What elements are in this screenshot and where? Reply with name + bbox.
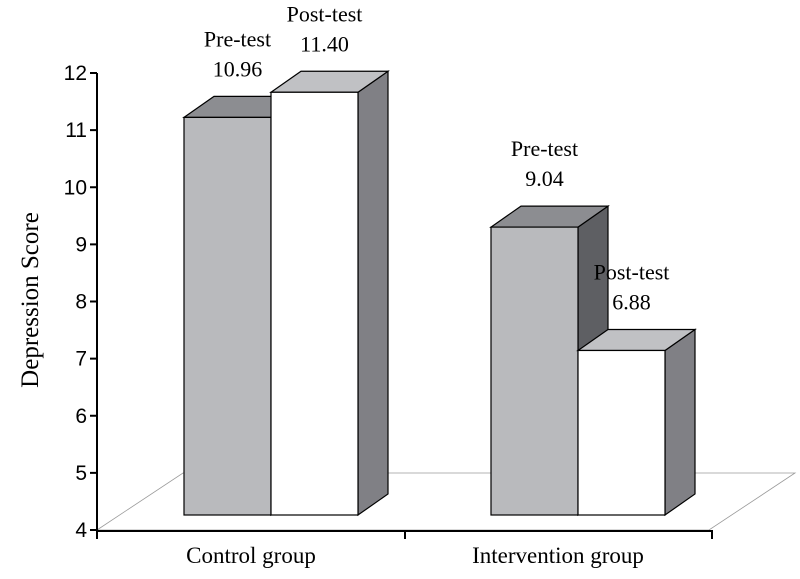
bar-post-test bbox=[269, 70, 390, 517]
bar-front bbox=[577, 349, 666, 516]
data-label-value: 11.40 bbox=[300, 31, 349, 56]
labels: Control group Intervention group Pre-test 1… bbox=[186, 1, 669, 568]
y-tick-label: 9 bbox=[75, 233, 87, 256]
data-label-series: Post-test bbox=[594, 259, 670, 284]
y-tick-label: 4 bbox=[75, 519, 87, 542]
bar-front bbox=[490, 226, 579, 516]
data-label-value: 9.04 bbox=[525, 166, 564, 191]
y-tick-label: 11 bbox=[65, 119, 87, 142]
y-axis: 4 5 6 7 8 9 10 11 12 bbox=[64, 62, 713, 542]
data-label-series: Pre-test bbox=[511, 136, 578, 161]
y-tick-label: 6 bbox=[75, 405, 87, 428]
y-axis-title: Depression Score bbox=[17, 212, 44, 388]
y-tick-label: 7 bbox=[75, 348, 87, 371]
y-tick-label: 10 bbox=[64, 176, 87, 199]
data-label-series: Pre-test bbox=[204, 26, 271, 51]
y-tick-label: 12 bbox=[64, 62, 87, 85]
data-label-series: Post-test bbox=[287, 1, 363, 26]
y-tick-label: 8 bbox=[75, 291, 87, 314]
bar-front bbox=[183, 116, 272, 516]
category-label: Control group bbox=[186, 543, 316, 568]
data-label-value: 10.96 bbox=[213, 56, 263, 81]
bar-side bbox=[664, 328, 696, 517]
bars bbox=[182, 70, 697, 517]
bar-post-test bbox=[576, 328, 697, 517]
data-label-value: 6.88 bbox=[612, 289, 651, 314]
category-label: Intervention group bbox=[472, 543, 644, 568]
bar-side bbox=[357, 70, 389, 517]
y-tick-label: 5 bbox=[75, 462, 87, 485]
bar-front bbox=[270, 91, 359, 516]
